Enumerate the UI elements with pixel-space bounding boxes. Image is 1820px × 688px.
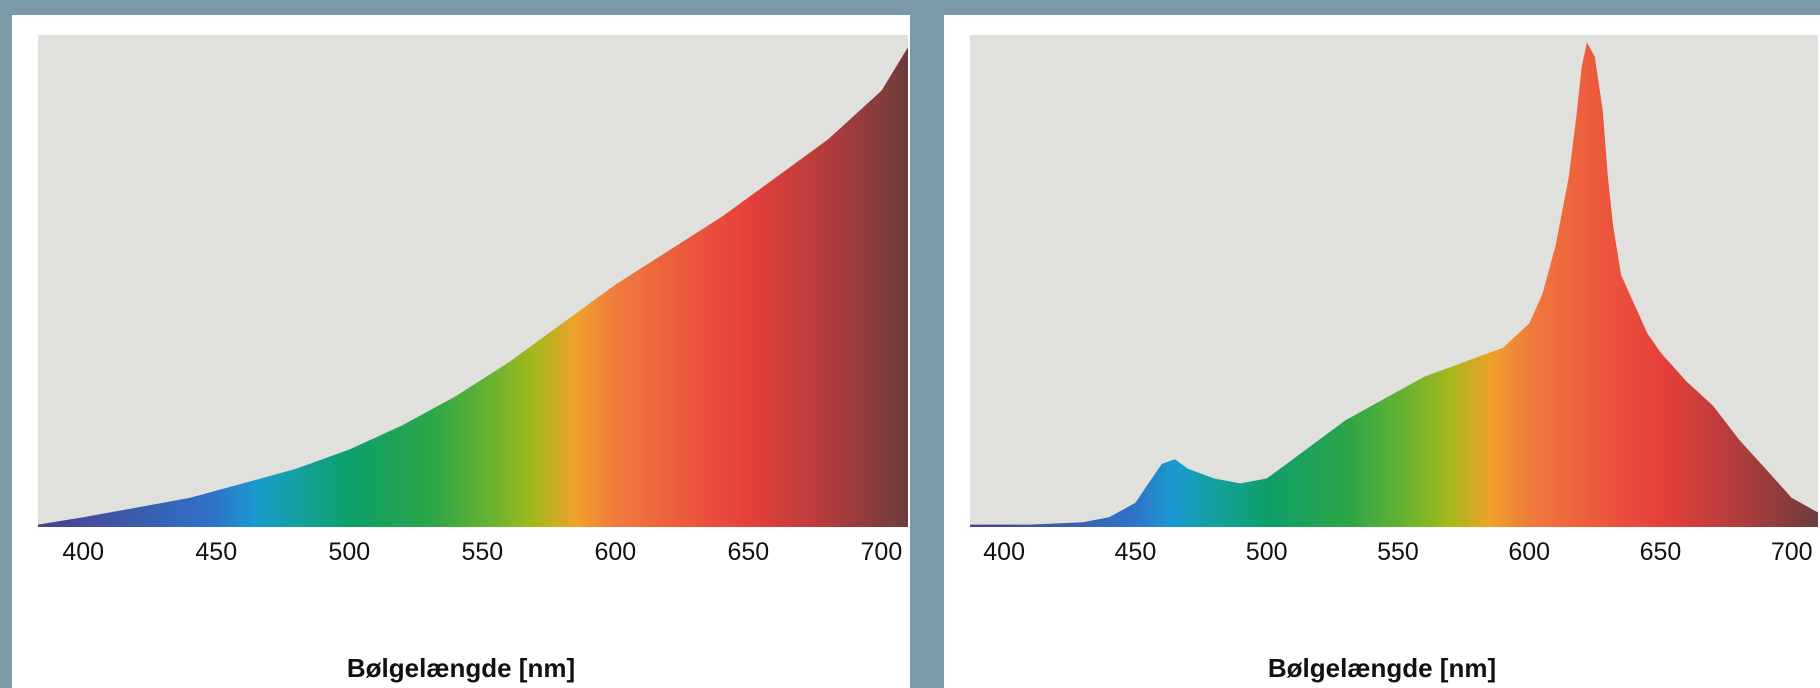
x-tick-label: 550	[461, 538, 503, 566]
x-axis-label-right: Bølgelængde [nm]	[1267, 653, 1497, 683]
spectrum-chart-left: 400 450 500 550 600 650 700	[38, 35, 908, 566]
x-tick-label: 700	[861, 538, 903, 566]
chart-panel-right: 400 450 500 550 600 650 700 Bølgelængde [nm]	[944, 15, 1820, 688]
spectrum-chart-right: 400 450 500 550 600 650 700	[970, 35, 1818, 566]
x-tick-label: 650	[728, 538, 770, 566]
x-tick-label: 500	[328, 538, 370, 566]
x-tick-label: 600	[594, 538, 636, 566]
x-tick-label: 550	[1377, 538, 1419, 566]
spectrum-area	[38, 47, 908, 527]
x-tick-label: 500	[1246, 538, 1288, 566]
spectrum-area	[970, 42, 1818, 528]
x-tick-label: 400	[62, 538, 104, 566]
chart-panel-left: 400 450 500 550 600 650 700 Bølgelængde [nm]	[12, 15, 910, 688]
x-axis-label-left: Bølgelængde [nm]	[346, 653, 576, 683]
x-tick-label: 450	[195, 538, 237, 566]
x-tick-label: 600	[1508, 538, 1550, 566]
x-tick-label: 450	[1115, 538, 1157, 566]
x-tick-label: 700	[1771, 538, 1813, 566]
x-tick-label: 400	[983, 538, 1025, 566]
x-tick-label: 650	[1640, 538, 1682, 566]
